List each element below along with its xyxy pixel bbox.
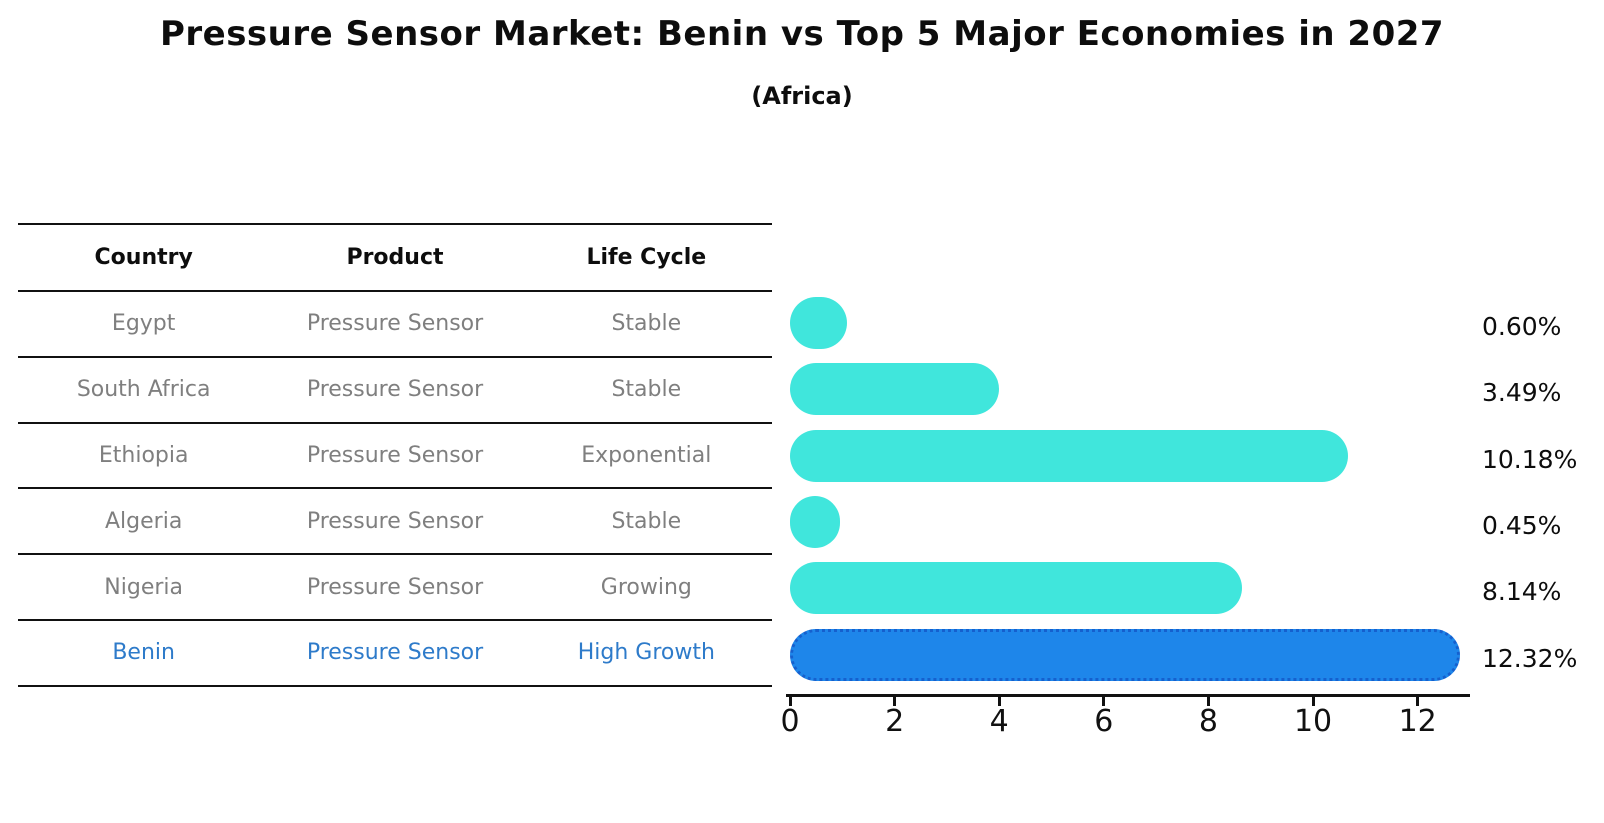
bar-value-label: 0.45%	[1482, 511, 1562, 541]
bar	[790, 297, 848, 350]
x-axis	[786, 694, 1470, 697]
bar	[790, 562, 1242, 615]
x-tick-label: 10	[1293, 704, 1333, 739]
table-row: Algeria Pressure Sensor Stable	[18, 489, 772, 556]
table-cell-country: South Africa	[76, 377, 211, 403]
x-tick-label: 0	[780, 704, 800, 739]
bar-row	[790, 423, 1470, 489]
bar-benin-highlight	[790, 628, 1461, 681]
x-tick-label: 2	[885, 704, 905, 739]
table-cell-product: Pressure Sensor	[306, 640, 484, 666]
table-row: Nigeria Pressure Sensor Growing	[18, 555, 772, 621]
table-cell-country: Ethiopia	[98, 442, 189, 468]
table-row: Egypt Pressure Sensor Stable	[18, 292, 772, 358]
table-row: Benin Pressure Sensor High Growth	[18, 621, 772, 687]
x-tick-label: 8	[1198, 704, 1218, 739]
x-tick-label: 12	[1398, 704, 1437, 739]
bar-value-label: 8.14%	[1482, 577, 1562, 607]
bar-row	[790, 622, 1470, 688]
table-cell-product: Pressure Sensor	[306, 442, 484, 468]
x-tick-mark	[1311, 697, 1315, 706]
table-cell-product: Pressure Sensor	[306, 574, 484, 600]
x-tick-label: 6	[1094, 704, 1114, 739]
table-row: South Africa Pressure Sensor Stable	[18, 358, 772, 424]
x-tick-mark	[1206, 697, 1210, 706]
bar	[790, 496, 840, 549]
bar-row	[790, 489, 1470, 555]
x-tick-label: 4	[989, 704, 1009, 739]
bar-row	[790, 356, 1470, 422]
bar-plot-area	[790, 290, 1470, 688]
table-cell-lifecycle: Stable	[611, 377, 682, 403]
table-header-lifecycle: Life Cycle	[586, 245, 707, 270]
bar-row	[790, 290, 1470, 356]
table-cell-lifecycle: Stable	[611, 311, 682, 337]
page-subtitle: (Africa)	[751, 82, 853, 110]
table-cell-country: Benin	[112, 640, 175, 666]
table-header-country: Country	[94, 245, 193, 270]
table-cell-country: Nigeria	[104, 574, 184, 600]
table-cell-product: Pressure Sensor	[306, 508, 484, 534]
table-body: Egypt Pressure Sensor Stable South Africa Pr…	[18, 292, 772, 687]
x-tick-mark	[893, 697, 897, 706]
table-cell-product: Pressure Sensor	[306, 377, 484, 403]
bar-value-label: 12.32%	[1482, 643, 1578, 673]
table-cell-product: Pressure Sensor	[306, 311, 484, 337]
bar-value-label: 3.49%	[1482, 378, 1562, 408]
table-cell-country: Egypt	[111, 311, 176, 337]
bar	[790, 429, 1349, 482]
x-tick-mark	[1416, 697, 1420, 706]
table-cell-lifecycle: High Growth	[577, 640, 715, 666]
table-row: Ethiopia Pressure Sensor Exponential	[18, 424, 772, 490]
x-tick-mark	[788, 697, 792, 706]
bar-row	[790, 555, 1470, 621]
x-tick-mark	[1102, 697, 1106, 706]
x-tick-mark	[997, 697, 1001, 706]
bar-value-label: 0.60%	[1482, 312, 1562, 342]
table-cell-lifecycle: Exponential	[581, 442, 712, 468]
table-header-product: Product	[346, 245, 444, 270]
table-header-row: Country Product Life Cycle	[18, 225, 772, 292]
table-cell-country: Algeria	[105, 508, 183, 534]
bar	[790, 363, 999, 416]
table-cell-lifecycle: Stable	[611, 508, 682, 534]
country-table: Country Product Life Cycle Egypt Pressure…	[18, 223, 772, 687]
page-title: Pressure Sensor Market: Benin vs Top 5 M…	[159, 14, 1445, 54]
table-cell-lifecycle: Growing	[600, 574, 692, 600]
bar-value-label: 10.18%	[1482, 444, 1578, 474]
